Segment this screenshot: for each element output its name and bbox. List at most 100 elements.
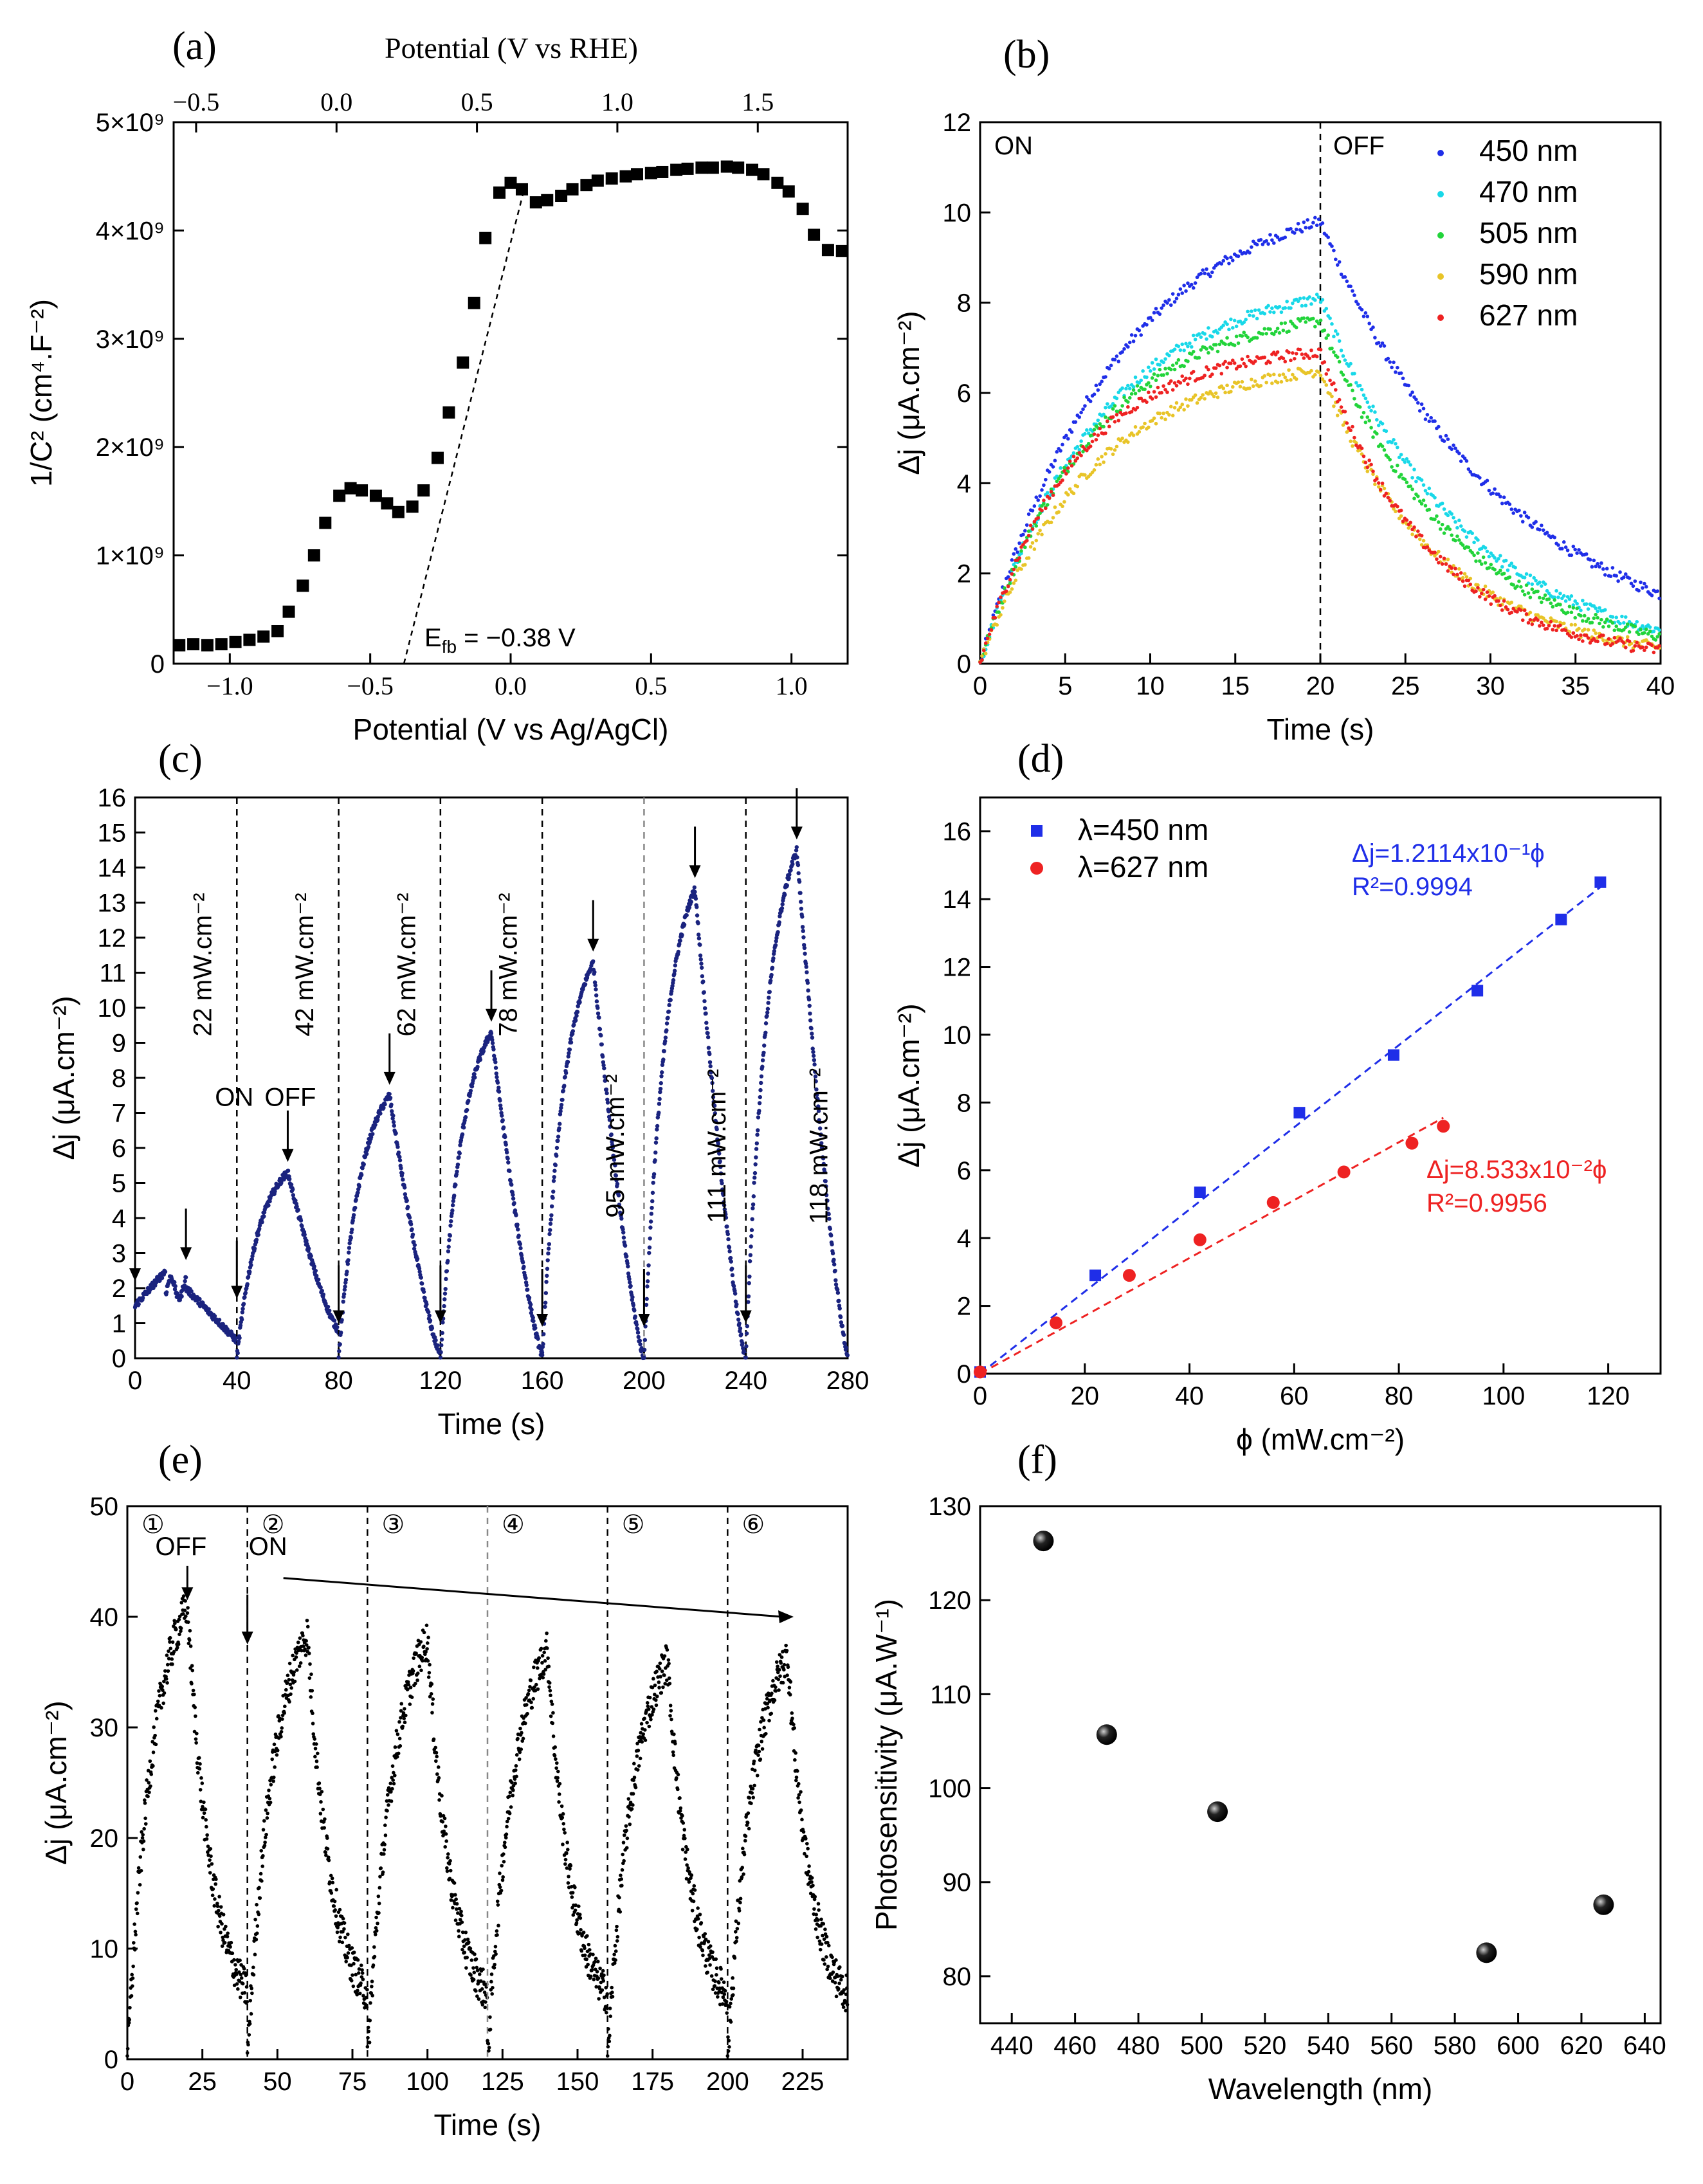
x-tick-label: 150 [556,2068,599,2096]
data-point [186,1606,190,1610]
data-point [466,1937,470,1942]
data-point [720,1181,724,1186]
data-point [1021,542,1025,547]
data-point [1345,279,1349,284]
data-point [500,1878,505,1882]
data-point [134,1907,138,1911]
data-point [1289,306,1293,310]
data-point [751,1194,756,1199]
data-point [297,1664,302,1668]
data-point [1262,374,1267,378]
data-point [632,1308,637,1313]
data-point [1655,635,1660,639]
data-point [1371,325,1375,329]
cycle-1 [245,1618,369,2055]
data-point [1470,551,1474,555]
data-point [1253,379,1257,383]
data-point [1637,588,1641,593]
data-point [1594,612,1598,617]
data-point [1126,400,1130,404]
data-point [1401,519,1405,523]
data-point [188,1628,192,1633]
data-point [722,1200,726,1205]
data-point [159,1706,163,1710]
data-point [1354,381,1358,385]
data-point [1275,326,1280,331]
data-point [500,1113,504,1118]
data-point [1403,477,1407,482]
data-point [616,1193,621,1197]
data-point [785,883,790,888]
data-point [1334,388,1338,392]
data-point [1158,411,1162,415]
y-tick-label: 2 [957,1293,971,1321]
data-point [498,1871,502,1875]
data-point [1466,545,1471,549]
data-point [366,2035,370,2040]
data-point [547,1685,551,1689]
data-point [1623,615,1628,619]
data-point [399,1716,403,1720]
data-point [490,1037,495,1042]
data-point [1376,485,1381,489]
data-point [283,1704,287,1709]
data-point [1109,363,1113,368]
data-point [403,1720,407,1725]
data-point [787,872,792,877]
y-tick-label: 0 [957,650,971,678]
data-point [233,1963,237,1967]
data-point [255,1931,259,1935]
data-point [746,1294,751,1299]
data-point [529,196,542,209]
data-point [138,1855,143,1859]
data-point [1560,547,1564,551]
data-point [352,1951,356,1954]
data-point [586,1962,590,1967]
data-point [1419,543,1424,547]
data-point [560,1815,565,1820]
data-point [1586,607,1590,611]
data-point [1541,528,1545,532]
data-point [1543,593,1547,597]
data-point [1519,608,1523,612]
data-point [1050,1316,1063,1329]
data-point [230,1951,235,1956]
data-point [1261,242,1265,246]
data-point [349,1235,354,1241]
y-tick-label: 4 [112,1205,126,1233]
data-point [548,1221,553,1226]
data-point [1502,571,1506,576]
data-point [498,1106,504,1111]
data-point [1581,639,1585,643]
data-point [168,1646,173,1651]
data-point [713,1111,718,1116]
data-point [1248,387,1252,390]
data-point [1399,508,1403,513]
data-point [1380,481,1385,486]
data-point [631,168,643,181]
data-point [1575,606,1579,610]
data-point [563,1862,567,1866]
data-point [758,1087,763,1093]
data-point [645,1279,650,1284]
data-point [1184,289,1188,293]
data-point [459,1909,463,1914]
data-point [133,1929,138,1934]
data-point [1500,608,1504,612]
data-point [1392,438,1396,442]
data-point [1107,424,1111,429]
data-point [259,1848,264,1853]
data-point [796,203,809,215]
data-point [765,1010,770,1015]
data-point [601,1979,606,1983]
data-point [692,885,697,890]
data-point [645,1284,650,1289]
data-point [406,1682,411,1687]
data-point [1653,638,1658,642]
data-point [153,1709,158,1713]
data-point [464,1966,468,1970]
panel-c: (c) 0 40 80 120 160 200 240 2800123456789101112… [47,737,869,1441]
data-point [1396,504,1399,509]
data-point [237,1336,242,1340]
data-point [1388,498,1392,503]
